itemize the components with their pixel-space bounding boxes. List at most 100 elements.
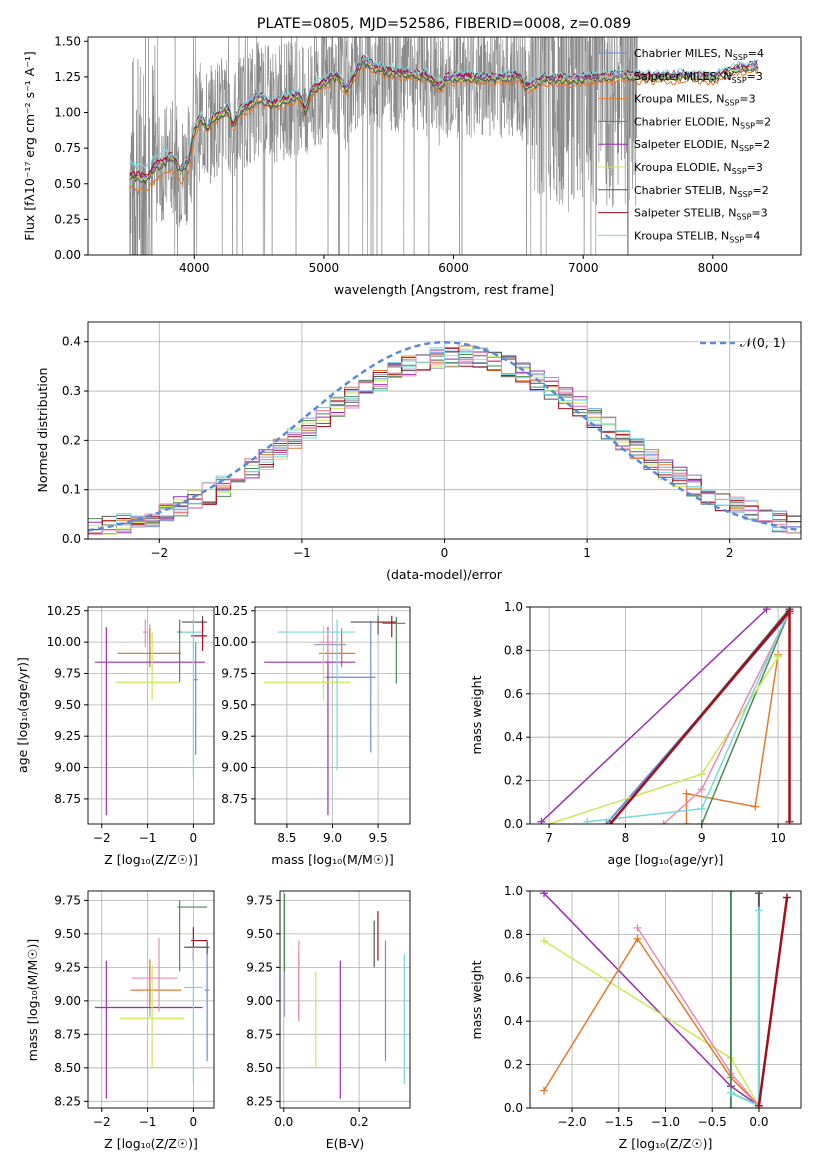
- spectrum-ytick-label: 0.75: [54, 141, 81, 155]
- age-vs-Z-ylabel: age [log₁₀(age/yr)]: [15, 657, 30, 773]
- residuals-xtick-label: 1: [583, 546, 591, 560]
- age-vs-Z-marks: [94, 615, 208, 816]
- ytick-label: 0.2: [504, 774, 523, 788]
- mass-vs-EBV-panel: 0.0 0.2 8.25 8.50 8.75 9.00 9.25 9.50 9.75 E(B-V): [246, 890, 411, 1151]
- weight-line: [587, 608, 791, 823]
- weight-marker: [633, 934, 642, 943]
- spectrum-xtick-label: 5000: [309, 261, 340, 275]
- weight-marker: [537, 817, 546, 824]
- age-vs-Z-frame: [87, 606, 215, 825]
- ytick-label: 9.00: [54, 994, 81, 1008]
- ytick-label: 9.75: [54, 666, 81, 680]
- spectrum-title: PLATE=0805, MJD=52586, FIBERID=0008, z=0…: [257, 16, 631, 32]
- ytick-label: 8.75: [54, 792, 81, 806]
- weight-marker: [545, 820, 554, 824]
- weight-line: [663, 610, 791, 824]
- xtick-label: 8.5: [277, 831, 296, 845]
- residuals-xtick-label: 0: [441, 546, 449, 560]
- ytick-label: 8.75: [221, 792, 248, 806]
- weight-marker: [754, 891, 763, 898]
- model-spectrum-8: [129, 53, 759, 170]
- xtick-label: 0.2: [350, 1115, 369, 1129]
- xtick-label: −0.5: [698, 1115, 727, 1129]
- xtick-label: −1: [139, 831, 157, 845]
- weight-marker: [682, 789, 691, 798]
- weight-line: [701, 611, 791, 824]
- spectrum-ytick-label: 1.25: [54, 70, 81, 84]
- weight-marker: [540, 891, 549, 898]
- weight-marker: [682, 820, 691, 824]
- mass-vs-EBV-frame: [279, 890, 411, 1109]
- ytick-label: 9.25: [246, 960, 273, 974]
- age-vs-mass-xlabel: mass [log₁₀(M/M☉)]: [271, 852, 393, 867]
- ytick-label: 8.50: [54, 1061, 81, 1075]
- xtick-label: −2.0: [557, 1115, 586, 1129]
- weight-marker: [751, 802, 760, 811]
- ytick-label: 0.0: [504, 817, 523, 831]
- ytick-label: 10.00: [214, 635, 248, 649]
- spectrum-ylabel: Flux [fλ10⁻¹⁷ erg cm⁻² s⁻¹ A⁻¹]: [22, 51, 37, 240]
- legend-entry: Chabrier STELIB, NSSP=2: [634, 184, 769, 199]
- spectrum-panel: PLATE=0805, MJD=52586, FIBERID=0008, z=0…: [22, 16, 802, 297]
- xtick-label: 10: [770, 831, 785, 845]
- spectrum-ytick-label: 1.00: [54, 106, 81, 120]
- weight-marker: [726, 891, 735, 895]
- legend-entry: Kroupa MILES, NSSP=3: [634, 93, 756, 108]
- weight-marker: [540, 1086, 549, 1095]
- xtick-label: 0: [190, 831, 198, 845]
- ytick-label: 0.4: [504, 730, 523, 744]
- ytick-label: 9.50: [54, 698, 81, 712]
- weight-marker: [697, 770, 706, 779]
- weight-marker: [762, 607, 771, 614]
- residuals-ytick-label: 0.2: [62, 433, 81, 447]
- legend-entry: Salpeter MILES, NSSP=3: [634, 70, 763, 85]
- mass-vs-Z-ylabel: mass [log₁₀(M/M☉)]: [25, 939, 40, 1061]
- ytick-label: 10.25: [214, 604, 248, 618]
- weight-vs-age-panel: 7 8 9 10 0.0 0.2 0.4 0.6 0.8 1.0 age [log₁₀(age/yr…: [469, 600, 802, 867]
- age-vs-mass-frame: [254, 606, 411, 825]
- mass-vs-EBV-xlabel: E(B-V): [326, 1136, 365, 1151]
- spectrum-ytick-label: 0.00: [54, 248, 81, 262]
- weight-vs-age-ylabel: mass weight: [469, 675, 484, 754]
- weight-marker: [697, 820, 706, 824]
- weight-marker: [659, 820, 668, 824]
- ytick-label: 0.4: [504, 1014, 523, 1028]
- legend-entry: Chabrier ELODIE, NSSP=2: [634, 115, 771, 130]
- ytick-label: 9.50: [54, 927, 81, 941]
- xtick-label: 0.0: [749, 1115, 768, 1129]
- ytick-label: 9.25: [54, 960, 81, 974]
- xtick-label: −1: [139, 1115, 157, 1129]
- ytick-label: 0.6: [504, 687, 523, 701]
- weight-marker: [754, 1101, 763, 1108]
- legend-entry: Chabrier MILES, NSSP=4: [634, 47, 764, 62]
- age-vs-mass-marks: [264, 615, 406, 816]
- weight-vs-age-marks: [537, 607, 794, 824]
- xtick-label: −1.5: [604, 1115, 633, 1129]
- ytick-label: 9.75: [246, 893, 273, 907]
- mass-vs-EBV-marks: [283, 893, 405, 1099]
- ytick-label: 9.50: [221, 698, 248, 712]
- xtick-label: −1.0: [651, 1115, 680, 1129]
- ytick-label: 8.75: [246, 1027, 273, 1041]
- weight-line: [685, 654, 779, 824]
- residuals-ytick-label: 0.1: [62, 483, 81, 497]
- legend-entry: Salpeter ELODIE, NSSP=2: [634, 138, 770, 153]
- ytick-label: 0.8: [504, 643, 523, 657]
- ytick-label: 0.0: [504, 1101, 523, 1115]
- xtick-label: 7: [545, 831, 553, 845]
- ytick-label: 9.25: [221, 729, 248, 743]
- xtick-label: 8: [622, 831, 630, 845]
- weight-marker: [583, 817, 592, 824]
- weight-marker: [602, 820, 611, 824]
- ytick-label: 9.00: [221, 761, 248, 775]
- xtick-label: 9.0: [323, 831, 342, 845]
- mass-vs-Z-marks: [94, 900, 210, 1099]
- mass-vs-Z-frame: [87, 890, 215, 1109]
- weight-line: [730, 910, 760, 1108]
- ytick-label: 1.0: [504, 884, 523, 898]
- ytick-label: 0.2: [504, 1058, 523, 1072]
- spectrum-frame: [87, 36, 802, 256]
- weight-vs-age-xlabel: age [log₁₀(age/yr)]: [608, 852, 724, 867]
- ytick-label: 9.50: [246, 927, 273, 941]
